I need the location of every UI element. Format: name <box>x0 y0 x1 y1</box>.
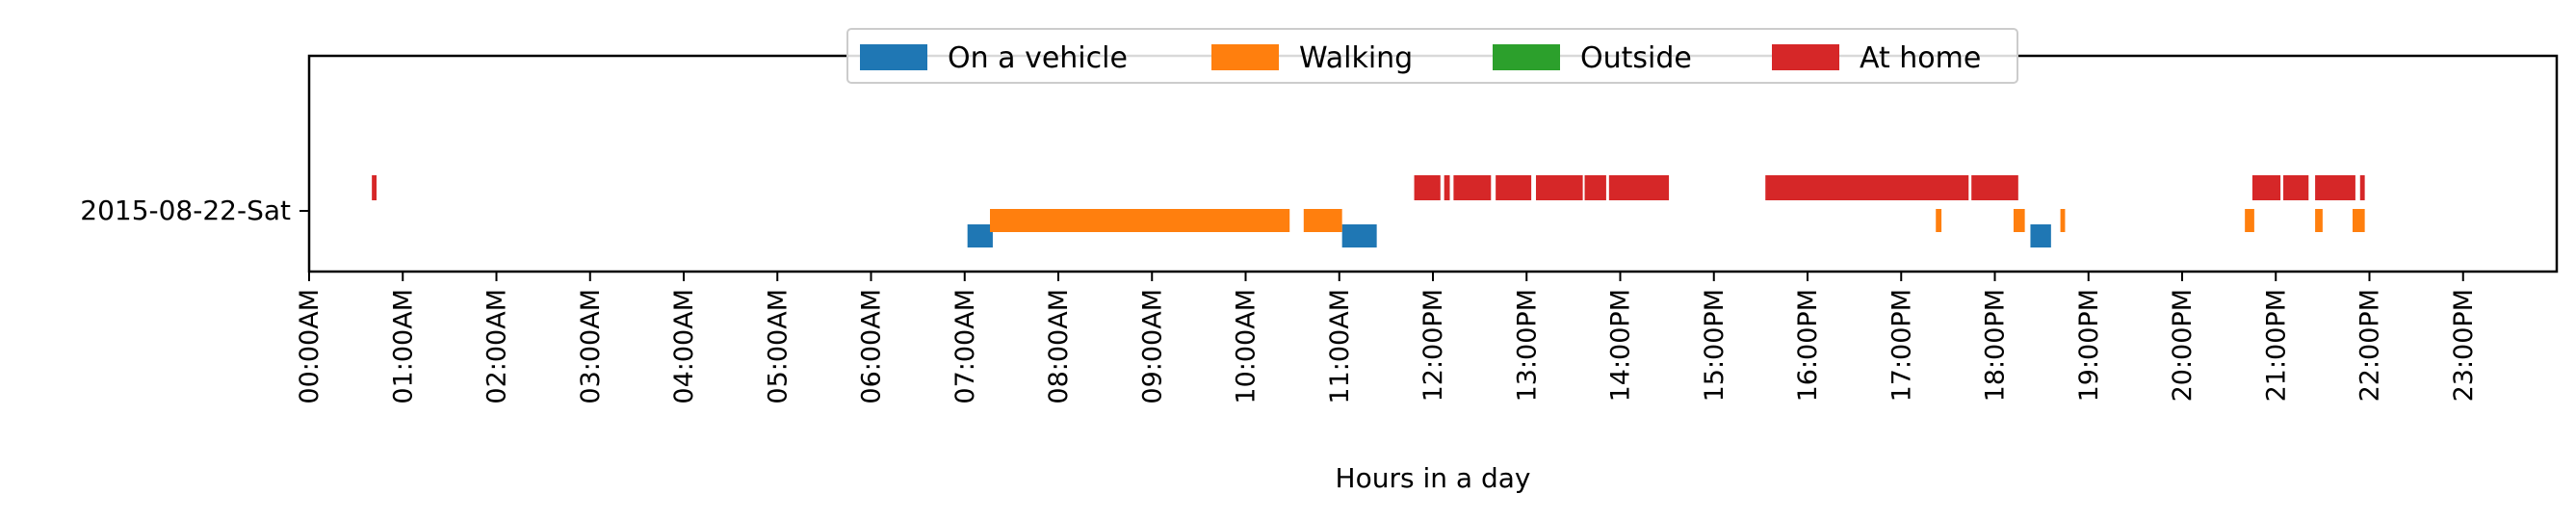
x-tick-label: 00:00AM <box>295 289 325 404</box>
x-tick-label: 04:00AM <box>669 289 699 404</box>
interval-at-home <box>1608 175 1670 200</box>
x-tick-label: 22:00PM <box>2355 289 2385 402</box>
legend-swatch <box>1211 44 1279 70</box>
x-tick-label: 07:00AM <box>950 289 980 404</box>
x-tick-label: 21:00PM <box>2261 289 2291 402</box>
interval-on-a-vehicle <box>2030 224 2051 247</box>
interval-walking <box>2245 209 2254 232</box>
x-axis: 00:00AM 01:00AM 02:00AM 03:00AM 04:00AM 05:00… <box>295 272 2479 404</box>
interval-walking <box>1936 209 1942 232</box>
x-tick-label: 19:00PM <box>2074 289 2104 402</box>
legend-label: At home <box>1860 41 1981 75</box>
interval-walking <box>2060 209 2066 232</box>
interval-at-home <box>2315 175 2355 200</box>
x-tick-label: 20:00PM <box>2168 289 2198 402</box>
activity-marks <box>372 175 2365 247</box>
interval-at-home <box>2251 175 2281 200</box>
legend: On a vehicle Walking Outside At home <box>846 28 2018 84</box>
interval-at-home <box>1584 175 1606 200</box>
x-axis-label: Hours in a day <box>1336 462 1531 494</box>
legend-label: Walking <box>1299 41 1413 75</box>
interval-walking <box>990 209 1290 232</box>
x-tick-label: 16:00PM <box>1793 289 1823 402</box>
x-tick-label: 11:00AM <box>1325 289 1355 404</box>
interval-at-home <box>1765 175 1969 200</box>
interval-at-home <box>1444 175 1450 200</box>
interval-at-home <box>1414 175 1441 200</box>
x-tick-label: 18:00PM <box>1981 289 2011 402</box>
interval-walking <box>2315 209 2323 232</box>
interval-at-home <box>1453 175 1492 200</box>
interval-at-home <box>1496 175 1532 200</box>
x-tick-label: 02:00AM <box>482 289 512 404</box>
interval-on-a-vehicle <box>1341 224 1377 247</box>
x-tick-label: 08:00AM <box>1044 289 1074 404</box>
interval-at-home <box>1971 175 2018 200</box>
x-tick-label: 09:00AM <box>1137 289 1167 404</box>
interval-on-a-vehicle <box>967 224 993 247</box>
interval-at-home <box>1535 175 1583 200</box>
interval-at-home <box>2283 175 2309 200</box>
interval-at-home <box>2359 175 2365 200</box>
legend-label: On a vehicle <box>948 41 1128 75</box>
interval-walking <box>2352 209 2365 232</box>
x-tick-label: 13:00PM <box>1512 289 1542 402</box>
interval-at-home <box>372 175 377 200</box>
x-tick-label: 01:00AM <box>388 289 418 404</box>
x-tick-label: 15:00PM <box>1700 289 1730 402</box>
legend-swatch <box>860 44 927 70</box>
x-tick-label: 06:00AM <box>857 289 887 404</box>
x-tick-label: 17:00PM <box>1886 289 1916 402</box>
x-tick-label: 10:00AM <box>1232 289 1262 404</box>
plot-frame <box>307 54 2559 273</box>
legend-swatch <box>1493 44 1560 70</box>
legend-label: Outside <box>1580 41 1692 75</box>
legend-box <box>846 28 2018 84</box>
interval-walking <box>1303 209 1342 232</box>
x-tick-label: 14:00PM <box>1606 289 1636 402</box>
x-tick-label: 05:00AM <box>763 289 793 404</box>
y-axis: 2015-08-22-Sat <box>80 195 309 226</box>
x-tick-label: 03:00AM <box>576 289 606 404</box>
interval-walking <box>2013 209 2025 232</box>
row-label: 2015-08-22-Sat <box>80 195 291 226</box>
legend-swatch <box>1772 44 1839 70</box>
x-tick-label: 23:00PM <box>2449 289 2479 402</box>
x-tick-label: 12:00PM <box>1418 289 1448 402</box>
